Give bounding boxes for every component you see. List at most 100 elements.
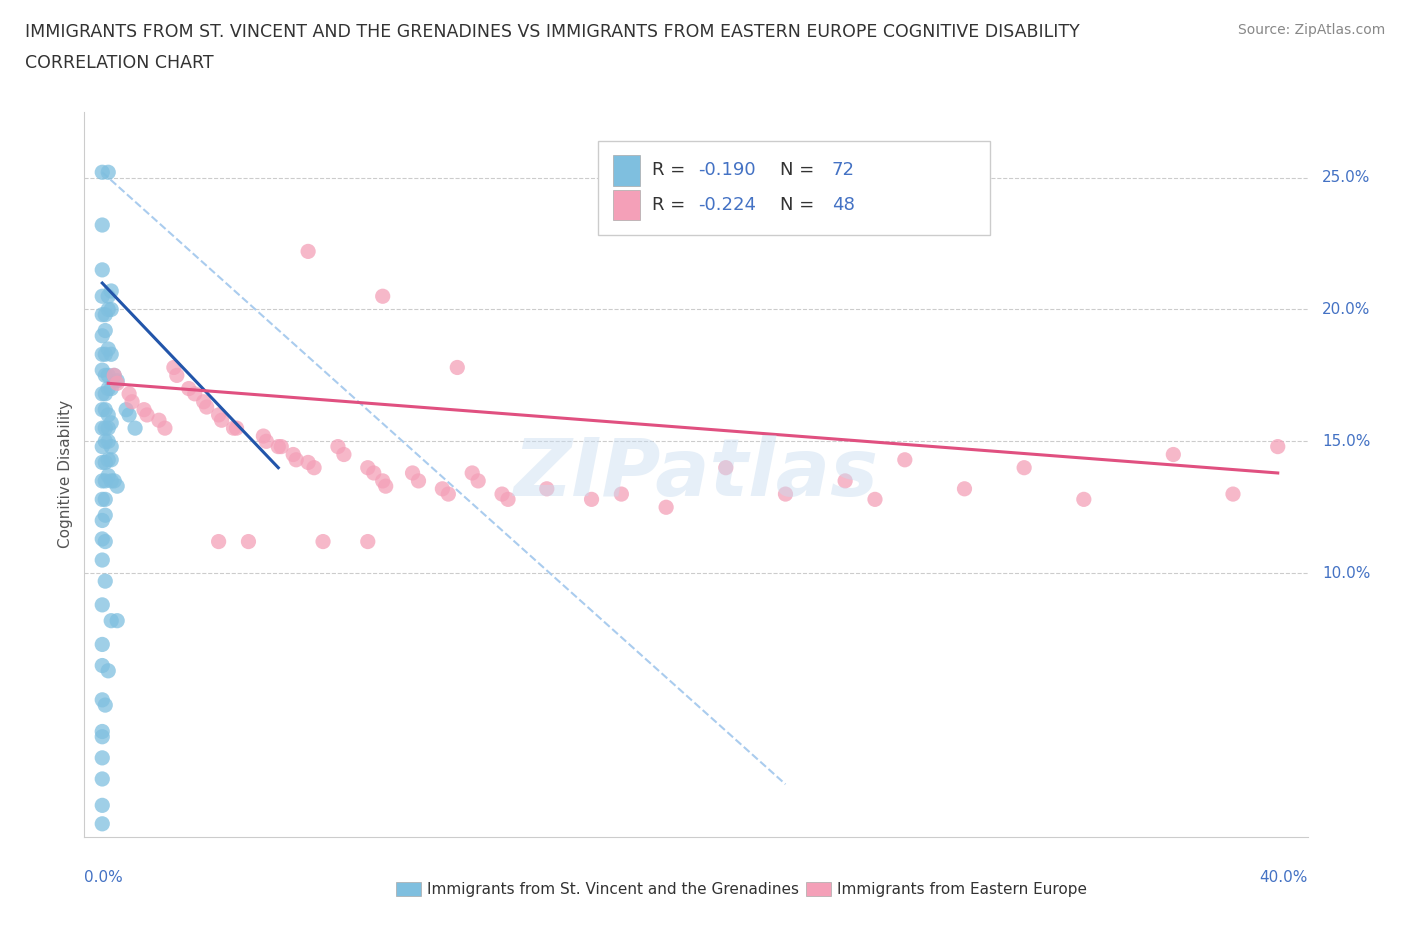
- Point: [97, 434, 120, 449]
- Point: [94, 455, 117, 470]
- Point: [91, 597, 114, 612]
- Point: [94, 403, 117, 418]
- Point: [297, 244, 319, 259]
- Text: 40.0%: 40.0%: [1260, 870, 1308, 884]
- Point: [103, 368, 125, 383]
- Point: [1073, 492, 1095, 507]
- Point: [357, 460, 380, 475]
- Point: [863, 492, 886, 507]
- Point: [184, 386, 207, 401]
- Text: 15.0%: 15.0%: [1322, 433, 1371, 449]
- Point: [94, 534, 117, 549]
- Text: 10.0%: 10.0%: [1322, 565, 1371, 580]
- Point: [91, 531, 114, 546]
- Point: [371, 289, 394, 304]
- Bar: [613, 190, 640, 220]
- Point: [97, 302, 120, 317]
- Point: [100, 381, 122, 396]
- Point: [91, 347, 114, 362]
- Point: [491, 486, 513, 501]
- Point: [91, 658, 114, 673]
- Point: [297, 455, 319, 470]
- Text: R =: R =: [652, 196, 690, 214]
- Point: [267, 439, 290, 454]
- Point: [270, 439, 292, 454]
- Point: [100, 284, 122, 299]
- Point: [94, 434, 117, 449]
- Point: [105, 613, 128, 628]
- Point: [91, 403, 114, 418]
- Point: [610, 486, 633, 501]
- Point: [97, 420, 120, 435]
- Point: [100, 416, 122, 431]
- Point: [97, 381, 120, 396]
- Text: -0.224: -0.224: [699, 196, 756, 214]
- Point: [446, 360, 468, 375]
- Point: [357, 534, 380, 549]
- Point: [91, 552, 114, 567]
- Point: [91, 328, 114, 343]
- Point: [100, 452, 122, 467]
- Point: [97, 407, 120, 422]
- Point: [153, 420, 176, 435]
- Point: [953, 482, 976, 497]
- Text: ZIPatlas: ZIPatlas: [513, 435, 879, 513]
- Text: Source: ZipAtlas.com: Source: ZipAtlas.com: [1237, 23, 1385, 37]
- Text: 20.0%: 20.0%: [1322, 302, 1371, 317]
- Point: [374, 479, 396, 494]
- Text: IMMIGRANTS FROM ST. VINCENT AND THE GRENADINES VS IMMIGRANTS FROM EASTERN EUROPE: IMMIGRANTS FROM ST. VINCENT AND THE GREN…: [25, 23, 1080, 41]
- Point: [91, 420, 114, 435]
- Point: [252, 429, 274, 444]
- Point: [461, 466, 484, 481]
- Text: 0.0%: 0.0%: [84, 870, 124, 884]
- Point: [115, 403, 138, 418]
- Point: [496, 492, 519, 507]
- Bar: [806, 882, 831, 897]
- Point: [118, 407, 141, 422]
- Text: R =: R =: [652, 162, 690, 179]
- Point: [222, 420, 245, 435]
- Point: [94, 307, 117, 322]
- Point: [97, 468, 120, 483]
- Point: [91, 492, 114, 507]
- Text: 72: 72: [832, 162, 855, 179]
- Point: [834, 473, 856, 488]
- Bar: [613, 155, 640, 186]
- Point: [94, 323, 117, 338]
- Point: [333, 447, 356, 462]
- Point: [132, 403, 155, 418]
- Point: [91, 386, 114, 401]
- Point: [94, 492, 117, 507]
- Point: [408, 473, 430, 488]
- Point: [91, 751, 114, 765]
- Point: [91, 798, 114, 813]
- Point: [94, 508, 117, 523]
- Point: [91, 165, 114, 179]
- Point: [91, 473, 114, 488]
- Point: [105, 479, 128, 494]
- Point: [1267, 439, 1289, 454]
- Point: [193, 394, 215, 409]
- Point: [100, 439, 122, 454]
- Text: -0.190: -0.190: [699, 162, 756, 179]
- Point: [437, 486, 460, 501]
- Point: [655, 499, 678, 514]
- Point: [225, 420, 247, 435]
- Point: [91, 724, 114, 739]
- Point: [100, 347, 122, 362]
- Point: [195, 400, 218, 415]
- Point: [91, 513, 114, 528]
- Point: [94, 698, 117, 712]
- Point: [714, 460, 737, 475]
- Point: [207, 407, 229, 422]
- Point: [207, 534, 229, 549]
- FancyBboxPatch shape: [598, 140, 990, 235]
- Y-axis label: Cognitive Disability: Cognitive Disability: [58, 400, 73, 549]
- Point: [166, 368, 188, 383]
- Point: [118, 386, 141, 401]
- Point: [94, 368, 117, 383]
- Point: [467, 473, 489, 488]
- Point: [432, 482, 454, 497]
- Bar: [396, 882, 420, 897]
- Point: [581, 492, 603, 507]
